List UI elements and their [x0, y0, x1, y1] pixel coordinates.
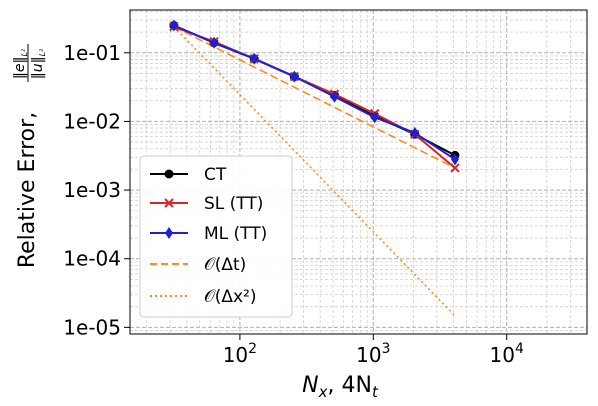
y-tick-label: 1e-04 — [63, 247, 121, 271]
x-label-sub-x: x — [318, 383, 328, 401]
legend-label-ct: CT — [204, 165, 227, 185]
y-tick-label: 1e-02 — [63, 109, 121, 133]
y-label-denominator: ‖u‖L² — [30, 48, 47, 79]
series-line-2 — [173, 24, 456, 161]
point-ml — [250, 52, 259, 65]
legend-entry-ct: CT — [150, 165, 227, 185]
series-line-3 — [173, 25, 456, 169]
y-tick-label: 1e-05 — [63, 315, 121, 339]
point-ml — [330, 90, 339, 103]
legend: CT SL (TT) ML (TT) 𝒪(Δt) 𝒪(Δx²) — [139, 155, 293, 318]
point-ml — [169, 19, 178, 32]
y-axis-label: Relative Error, ‖e‖L² ‖u‖L² — [12, 44, 47, 268]
point-ml — [370, 111, 379, 124]
point-sl — [450, 163, 460, 173]
x-tick-label: 103 — [356, 341, 390, 367]
legend-entry-ml: ML (TT) — [150, 224, 267, 244]
plot-frame — [129, 9, 588, 335]
legend-label-ml: ML (TT) — [204, 224, 267, 244]
plot-area — [169, 19, 460, 317]
y-label-prefix: Relative Error, — [15, 112, 40, 268]
legend-label-order-dx2: 𝒪(Δx²) — [204, 287, 256, 307]
legend-box — [139, 155, 293, 318]
point-ml — [210, 36, 219, 49]
x-tick-label: 104 — [490, 341, 524, 367]
legend-entry-order-dt: 𝒪(Δt) — [150, 255, 246, 275]
legend-marker-ct — [164, 169, 174, 179]
legend-label-sl: SL (TT) — [204, 194, 263, 214]
point-ml — [290, 70, 299, 83]
x-tick-label: 102 — [223, 341, 257, 367]
legend-label-order-dt: 𝒪(Δt) — [204, 255, 246, 275]
point-ml — [450, 153, 459, 166]
point-ml — [410, 126, 419, 139]
legend-marker-ml — [165, 227, 173, 239]
x-label-sub-t: t — [372, 383, 379, 401]
y-tick-label: 1e-01 — [63, 41, 121, 65]
series-line-4 — [173, 26, 456, 317]
y-tick-label: 1e-03 — [63, 178, 121, 202]
x-axis-label: Nx, 4Nt — [302, 373, 379, 401]
legend-entry-sl: SL (TT) — [150, 194, 263, 214]
x-label-mid: , 4N — [328, 373, 372, 398]
x-label-n: N — [302, 373, 318, 398]
axis-ticks: 102 103 104 1e-01 1e-02 1e-03 1e-04 1e-05 — [63, 41, 524, 367]
legend-marker-sl — [164, 198, 174, 208]
y-label-fraction: ‖e‖L² ‖u‖L² — [12, 44, 47, 82]
legend-entry-order-dx2: 𝒪(Δx²) — [150, 287, 256, 307]
y-label-numerator: ‖e‖L² — [12, 48, 29, 79]
